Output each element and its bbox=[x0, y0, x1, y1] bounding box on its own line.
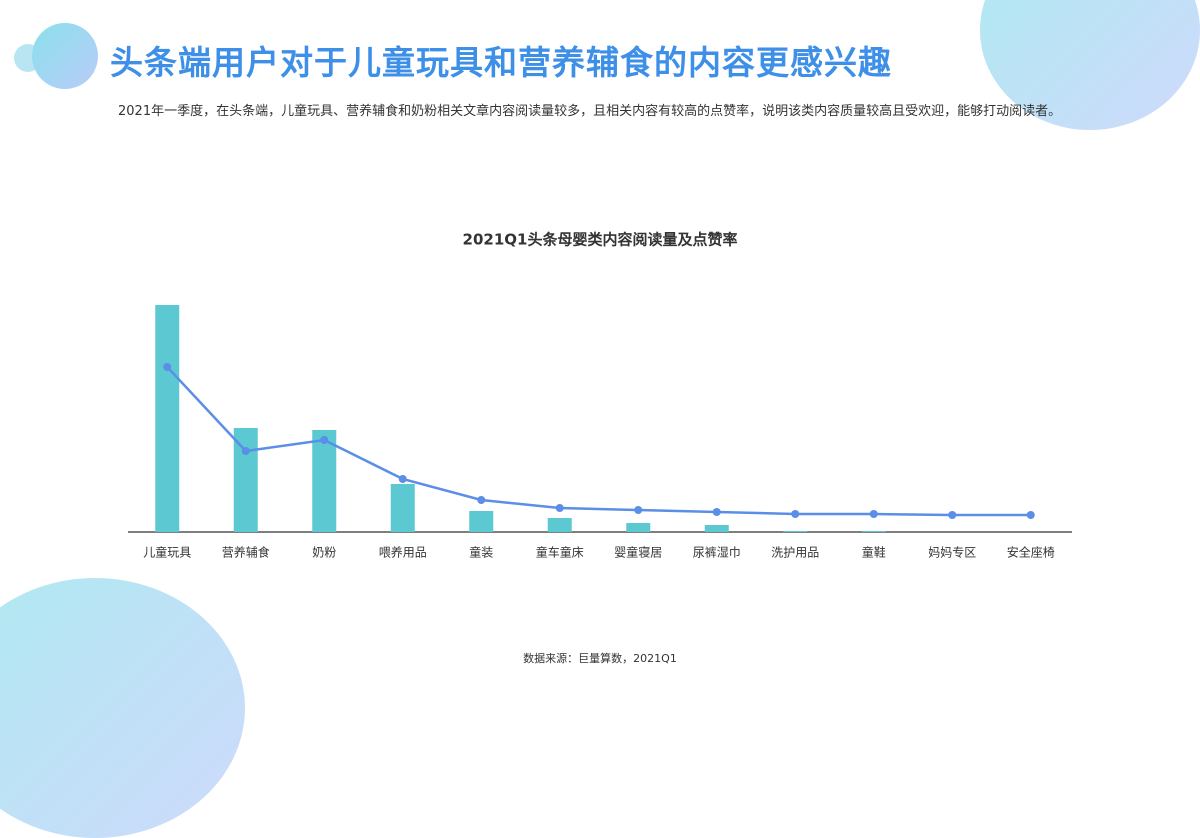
line-point bbox=[477, 496, 486, 504]
bar bbox=[704, 525, 729, 532]
bar bbox=[390, 484, 415, 532]
x-tick-label: 营养辅食 bbox=[222, 545, 270, 560]
source-note: 数据来源：巨量算数，2021Q1 bbox=[523, 651, 677, 665]
x-tick-label: 尿裤湿巾 bbox=[693, 545, 741, 560]
line-point bbox=[712, 508, 721, 516]
decor-circle bbox=[32, 23, 98, 89]
line bbox=[166, 366, 1031, 517]
page-title: 头条端用户对于儿童玩具和营养辅食的内容更感兴趣 bbox=[110, 43, 892, 82]
bar bbox=[155, 305, 180, 532]
line-point bbox=[163, 363, 172, 371]
bar bbox=[233, 428, 258, 532]
chart: 2021Q1头条母婴类内容阅读量及点赞率 数据来源：巨量算数，2021Q1 儿童… bbox=[128, 231, 1072, 665]
line-point bbox=[948, 511, 957, 519]
bar bbox=[547, 518, 572, 532]
bar bbox=[312, 430, 337, 532]
line-point bbox=[555, 504, 564, 512]
line-point bbox=[398, 475, 407, 483]
x-tick-label: 奶粉 bbox=[312, 546, 336, 560]
x-tick-label: 童车童床 bbox=[536, 545, 584, 560]
line-point bbox=[241, 447, 250, 455]
bar bbox=[469, 511, 494, 532]
description: 2021年一季度，在头条端，儿童玩具、营养辅食和奶粉相关文章内容阅读量较多，且相… bbox=[118, 104, 1062, 119]
x-tick-label: 喂养用品 bbox=[379, 545, 427, 560]
x-tick-label: 安全座椅 bbox=[1007, 545, 1055, 560]
chart-title: 2021Q1头条母婴类内容阅读量及点赞率 bbox=[463, 231, 738, 249]
line-point bbox=[791, 510, 800, 518]
line-point bbox=[869, 510, 878, 518]
x-tick-label: 儿童玩具 bbox=[143, 545, 191, 560]
bar bbox=[783, 531, 808, 532]
x-tick-label: 婴童寝居 bbox=[614, 545, 662, 560]
x-tick-label: 妈妈专区 bbox=[928, 545, 976, 560]
x-tick-label: 童鞋 bbox=[862, 545, 886, 560]
x-tick-label: 洗护用品 bbox=[771, 546, 819, 560]
line-point bbox=[320, 436, 329, 444]
bar bbox=[626, 523, 651, 532]
line-point bbox=[634, 506, 643, 514]
line-point bbox=[1026, 511, 1035, 519]
bar bbox=[861, 531, 886, 532]
x-tick-label: 童装 bbox=[469, 545, 493, 560]
